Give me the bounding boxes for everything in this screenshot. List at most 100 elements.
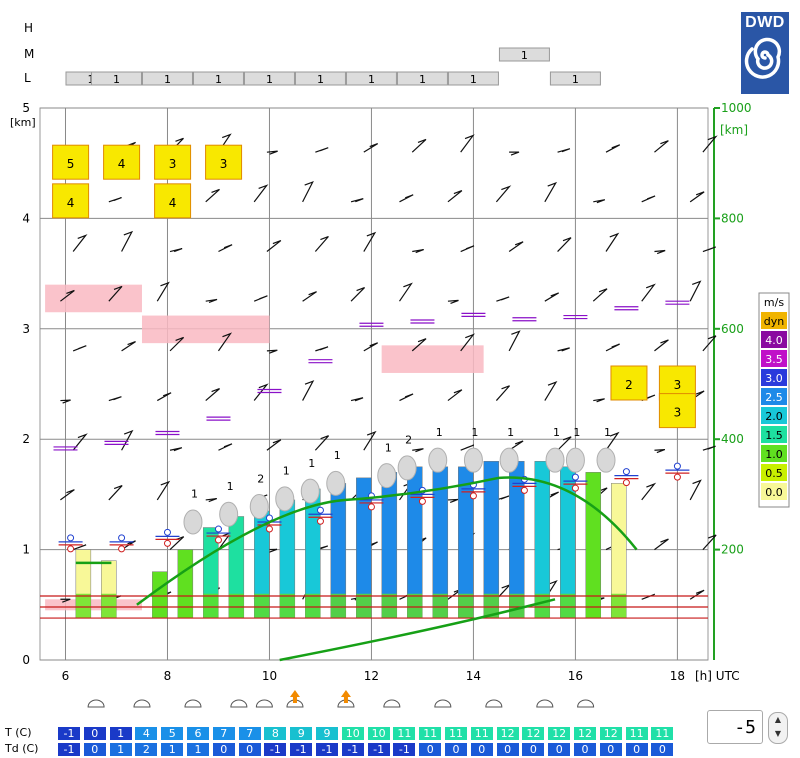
temperature-cell: 1: [109, 727, 132, 740]
cloud-base-dot: [418, 497, 426, 505]
time-offset-input[interactable]: -5: [707, 710, 763, 744]
weather-symbol-icon: [536, 699, 554, 708]
thermal-column-base: [228, 593, 244, 619]
wind-barb: [108, 485, 123, 501]
cloud-cover-value: 1: [572, 73, 579, 86]
thermal-column-base: [585, 593, 601, 619]
x-tick-label: 18: [670, 669, 685, 683]
cloud-cover-value: 1: [215, 73, 222, 86]
wind-barb: [447, 190, 463, 203]
cloud-box-value: 3: [674, 378, 682, 392]
wind-barb: [689, 280, 702, 302]
y-tick-label: 3: [22, 322, 30, 336]
level-marker: [206, 416, 231, 421]
x-tick-label: 6: [62, 669, 70, 683]
wind-barb: [72, 544, 87, 551]
cloud-box: [658, 393, 696, 429]
dewpoint-cell: -1: [264, 743, 287, 756]
legend-swatch: [761, 464, 787, 481]
y-tick-label: 0: [22, 653, 30, 667]
thermal-column-base: [203, 593, 219, 619]
legend-swatch: [761, 312, 787, 329]
wind-barb: [314, 235, 329, 252]
spiral-logo-icon: [744, 37, 782, 79]
cloud-box-value: 2: [625, 378, 633, 392]
weather-symbol-icon: [133, 699, 151, 708]
weather-symbol-icon: [230, 699, 248, 708]
thermal-column-base: [279, 593, 295, 619]
cloud-cover-cell: [243, 71, 295, 86]
wind-barb: [508, 330, 521, 352]
wind-barb: [121, 540, 136, 551]
legend-swatch: [761, 369, 787, 386]
wind-barb: [605, 232, 620, 252]
cumulus-count: 1: [334, 449, 341, 462]
cumulus-puff: [377, 463, 397, 489]
dewpoint-cell: 0: [419, 743, 442, 756]
dewpoint-cell: 0: [522, 743, 545, 756]
wind-barb: [495, 385, 510, 401]
wind-barb: [496, 296, 510, 302]
temperature-cell: 0: [83, 727, 106, 740]
thermal-column-base: [509, 593, 525, 619]
thermal-column-base: [101, 593, 117, 619]
right-axis-tick-label: 1000: [721, 101, 752, 115]
thermal-arrow-icon: [340, 690, 351, 703]
cloud-cover-value: 1: [368, 73, 375, 86]
wind-barb: [314, 435, 330, 451]
wind-barb: [218, 443, 233, 451]
temperature-cell: 4: [135, 727, 158, 740]
stepper-up-icon[interactable]: ▲: [774, 715, 782, 724]
time-offset-stepper[interactable]: ▲ ▼: [768, 712, 788, 744]
wind-barb: [253, 184, 269, 203]
y-axis-unit-left: [km]: [10, 116, 36, 129]
wind-barb: [315, 346, 329, 352]
boundary-layer-curve: [136, 476, 638, 606]
wind-barb: [593, 398, 605, 403]
temperature-cell: 9: [290, 727, 313, 740]
right-axis-tick-label: 200: [721, 543, 744, 557]
thermal-column-base: [305, 593, 321, 619]
cloud-band: [381, 345, 484, 373]
thermal-column-base: [381, 593, 397, 619]
wind-barb: [702, 534, 717, 551]
cloud-cover-cell: [294, 71, 346, 86]
temperature-cell: 10: [341, 727, 364, 740]
weather-symbol-icon: [255, 699, 273, 708]
cloud-box-value: 3: [169, 157, 177, 171]
legend-label: dyn: [764, 315, 784, 328]
wind-barb: [641, 482, 657, 501]
cloud-box: [154, 144, 192, 180]
cumulus-puff: [300, 478, 320, 504]
temperature-cell: 12: [599, 727, 622, 740]
wind-barb: [447, 299, 459, 304]
temperature-cell: 11: [651, 727, 674, 740]
weather-symbol-icon: [485, 699, 503, 708]
cloud-band: [45, 284, 142, 313]
thermal-column-base: [254, 593, 270, 619]
cloud-box-value: 4: [118, 157, 126, 171]
dewpoint-cell: 0: [445, 743, 467, 756]
dewpoint-cell: -1: [367, 743, 390, 756]
wind-barb: [108, 396, 122, 402]
thermal-column-base: [407, 593, 423, 619]
legend-swatch: [761, 445, 787, 462]
temperature-cell: 11: [393, 727, 416, 740]
wind-barb: [108, 196, 122, 203]
dewpoint-cell: -1: [58, 743, 80, 756]
dewpoint-cell: 0: [83, 743, 106, 756]
wind-barb: [592, 288, 608, 302]
cloud-box-value: 3: [220, 157, 228, 171]
thermal-column-base: [356, 593, 372, 619]
temperature-cell: 8: [264, 727, 287, 740]
right-axis-tick-label: 800: [721, 211, 744, 225]
wind-barb: [72, 433, 88, 451]
cloud-base-dot: [469, 492, 477, 500]
wind-barb: [156, 480, 171, 501]
y-tick-label: 2: [22, 432, 30, 446]
cumulus-puff: [499, 447, 519, 473]
cloud-base-dot: [67, 545, 75, 553]
cloud-cover-cell: [549, 71, 601, 86]
wind-barb: [460, 333, 476, 352]
stepper-down-icon[interactable]: ▼: [774, 729, 782, 738]
